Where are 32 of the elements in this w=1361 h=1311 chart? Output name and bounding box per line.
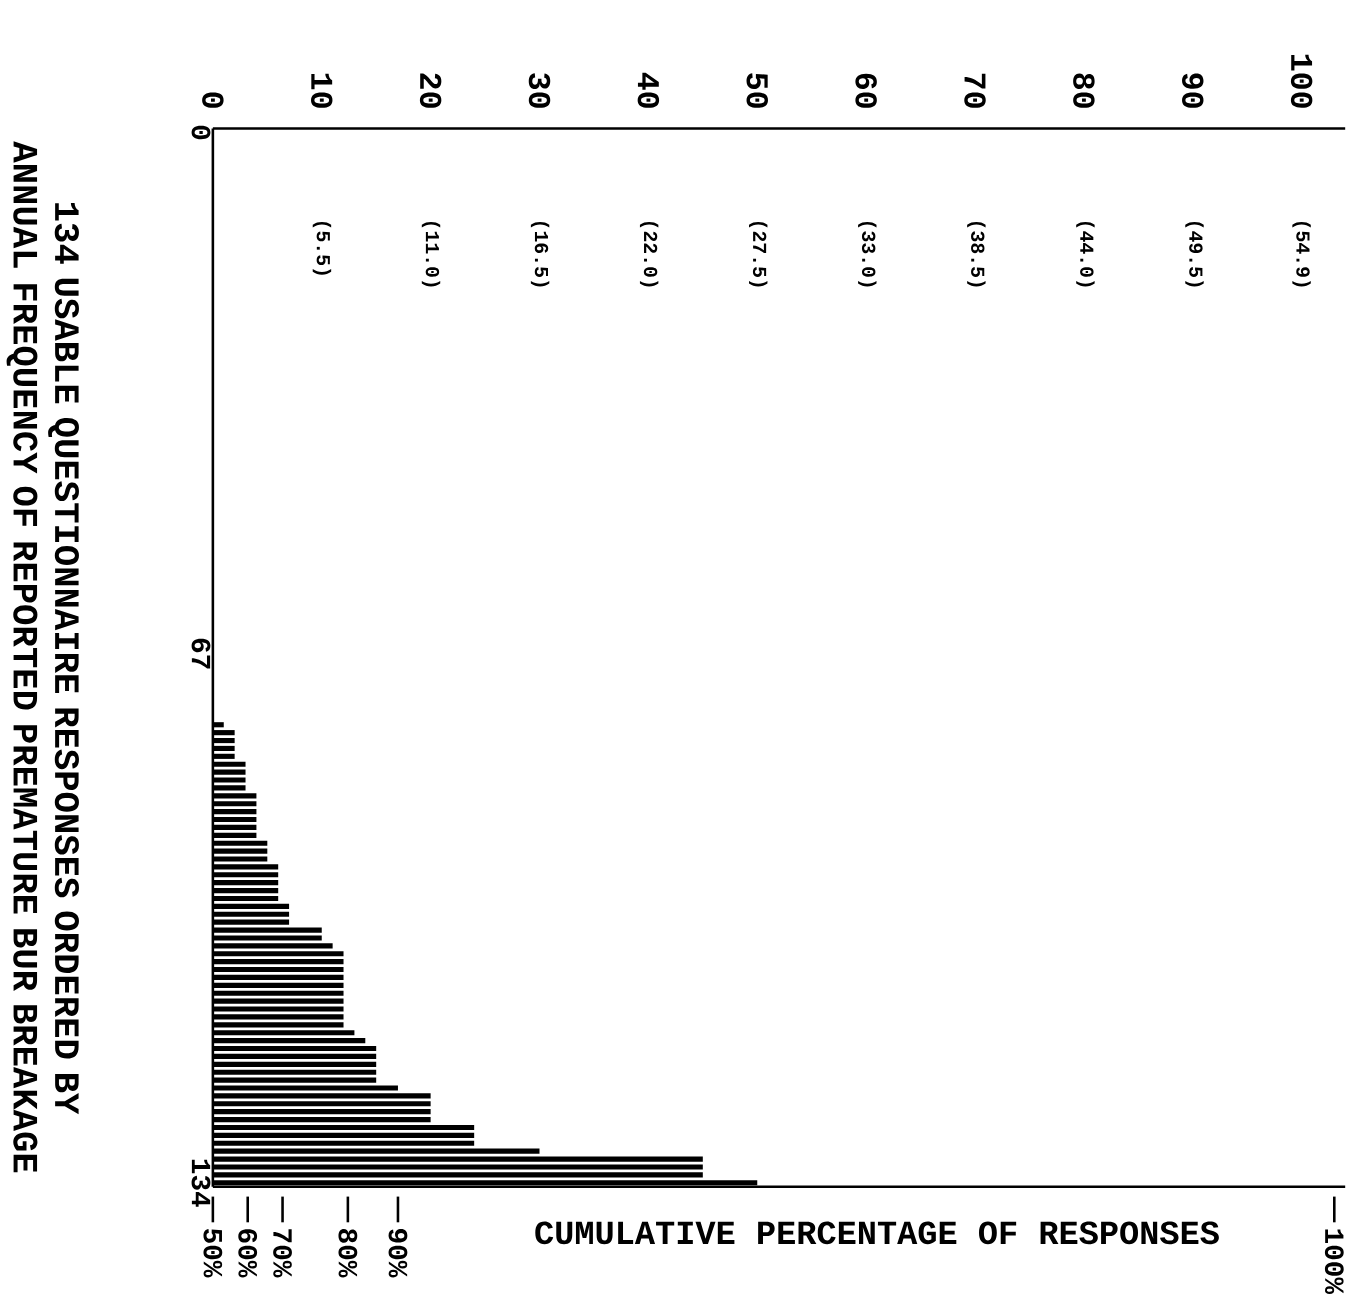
x-tick-label: 40 [637,72,660,108]
x2-tick-label: (38.5) [967,221,986,287]
y-tick-label: 0 [191,125,211,140]
x2-tick-label: (54.9) [1292,221,1311,287]
x-tick-label: 0 [202,92,224,108]
x-axis-title: CUMULATIVE PERCENTAGE OF RESPONSES [535,1221,1219,1245]
x-tick-label: 60 [855,73,877,108]
x2-tick-label: (22.0) [639,221,659,287]
x-tick-label: 80 [1073,73,1095,108]
x-tick-label: 20 [419,73,442,108]
x-tick-label: 30 [528,73,551,108]
x-tick-label: 100 [1290,54,1313,108]
text: 70% [273,1229,292,1278]
text: 50% [203,1228,223,1278]
x-tick-label: 70 [964,73,986,108]
x2-tick-label: (49.5) [1185,221,1204,287]
text: 80% [338,1228,358,1278]
x2-tick-label: (5.5) [312,221,332,275]
x-tick-label: 10 [311,73,333,108]
x-tick-label: 90 [1182,73,1204,108]
x2-tick-label: (33.0) [858,221,877,287]
x2-tick-label: (44.0) [1076,221,1095,287]
x2-tick-label: (11.0) [421,221,441,287]
text: 60% [238,1229,258,1278]
y-tick-label: 134 [191,1159,211,1207]
x2-tick-label: (27.5) [749,221,768,287]
x2-tick-label: (16.5) [530,221,550,287]
text: 100% [1324,1229,1344,1294]
x-tick-label: 50 [746,73,768,108]
y-axis-title: 134 USABLE QUESTIONNAIRE RESPONSES ORDERED BY ANNUAL FREQUENCY OF REPORTED PREMATURE BUR BREAKAGE [6,141,79,1173]
text: 90% [388,1228,408,1278]
y-tick-label: 67 [191,638,211,669]
